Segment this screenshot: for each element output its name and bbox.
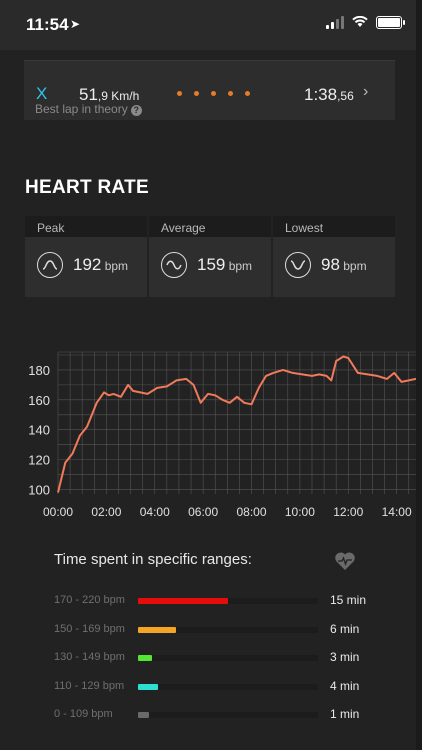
range-bar [138, 712, 149, 718]
y-tick-label: 120 [28, 453, 50, 468]
lap-progress-dots [177, 91, 250, 96]
lap-speed-decimal: ,9 [97, 89, 108, 103]
lap-time-value: 1:38 [304, 85, 338, 104]
dot [228, 91, 233, 96]
heart-rate-line [57, 355, 416, 493]
x-tick-label: 00:00 [43, 505, 73, 519]
y-axis-ticks: 100 120 140 160 180 [28, 363, 50, 498]
range-row: 130 - 149 bpm 3 min [54, 648, 374, 668]
y-tick-label: 160 [28, 393, 50, 408]
dot [177, 91, 182, 96]
range-bar [138, 626, 176, 633]
battery-icon [376, 15, 405, 29]
stat-value: 159 bpm [197, 255, 252, 275]
status-time: 11:54 [26, 15, 69, 34]
range-minutes: 4 min [330, 678, 360, 693]
lap-time: 1:38,56 [304, 85, 354, 105]
range-track [138, 598, 318, 604]
y-tick-label: 180 [28, 363, 50, 378]
stat-number: 98 [321, 255, 340, 274]
x-tick-label: 10:00 [285, 505, 315, 519]
lap-speed-value: 51 [79, 85, 98, 104]
range-minutes: 15 min [330, 593, 367, 607]
range-bar [138, 655, 152, 661]
stat-number: 159 [197, 255, 226, 274]
chevron-right-icon[interactable]: › [363, 83, 369, 100]
chart-grid [57, 351, 416, 494]
range-label: 0 - 109 bpm [54, 708, 113, 720]
stat-value: 98 bpm [321, 255, 367, 275]
range-minutes: 1 min [330, 707, 360, 721]
lap-marker: X [36, 84, 48, 103]
heart-rate-chart: 100 120 140 160 180 00:00 02:00 04:00 06:00 08:0… [28, 351, 416, 519]
section-title: HEART RATE [25, 177, 150, 198]
y-tick-label: 140 [28, 423, 50, 438]
x-tick-label: 02:00 [91, 505, 121, 519]
range-bar [138, 598, 228, 604]
range-label: 170 - 220 bpm [54, 594, 125, 606]
peak-wave-icon [37, 252, 63, 278]
stat-number: 192 [73, 255, 102, 274]
stat-card-average: Average 159 bpm [149, 216, 271, 297]
stat-unit: bpm [339, 259, 367, 273]
range-minutes: 6 min [330, 621, 360, 636]
stat-label: Lowest [273, 216, 395, 238]
range-row: 170 - 220 bpm 15 min [54, 591, 374, 611]
status-icons [326, 15, 405, 29]
range-row: 110 - 129 bpm 4 min [54, 677, 374, 697]
dot [211, 91, 216, 96]
dot [245, 91, 250, 96]
range-label: 130 - 149 bpm [54, 651, 125, 663]
x-tick-label: 04:00 [140, 505, 170, 519]
cellular-signal-icon [326, 15, 344, 29]
x-tick-label: 14:00 [382, 505, 412, 519]
dot [194, 91, 199, 96]
range-track [138, 683, 318, 690]
range-track [138, 712, 318, 718]
stat-unit: bpm [101, 259, 129, 273]
wifi-icon [352, 16, 368, 27]
best-lap-caption-text: Best lap in theory [35, 102, 128, 116]
help-icon[interactable]: ? [130, 105, 142, 116]
range-row: 150 - 169 bpm 6 min [54, 620, 374, 640]
stat-label: Peak [25, 216, 147, 238]
stat-label: Average [149, 216, 271, 238]
stat-card-peak: Peak 192 bpm [25, 216, 147, 297]
stat-card-lowest: Lowest 98 bpm [273, 216, 395, 297]
best-lap-caption: Best lap in theory? [35, 102, 142, 116]
lap-time-decimal: ,56 [337, 89, 354, 103]
x-tick-label: 12:00 [333, 505, 363, 519]
x-tick-label: 08:00 [236, 505, 266, 519]
lap-speed: 51,9 Km/h [79, 85, 139, 105]
range-label: 150 - 169 bpm [54, 622, 125, 635]
range-label: 110 - 129 bpm [54, 679, 125, 692]
stat-unit: bpm [225, 259, 253, 273]
heart-rate-icon [335, 552, 355, 570]
range-row: 0 - 109 bpm 1 min [54, 705, 374, 725]
y-tick-label: 100 [28, 483, 50, 498]
best-lap-card[interactable]: X 51,9 Km/h 1:38,56 › Best lap in theory… [24, 60, 395, 120]
x-tick-label: 06:00 [188, 505, 218, 519]
lowest-wave-icon [285, 252, 311, 278]
range-track [138, 655, 318, 661]
lap-speed-unit: Km/h [107, 89, 140, 103]
location-arrow-icon: ➤ [70, 17, 81, 31]
x-axis-ticks: 00:00 02:00 04:00 06:00 08:00 10:00 12:00 14:00 [43, 505, 412, 519]
range-minutes: 3 min [330, 650, 360, 664]
average-wave-icon [161, 252, 187, 278]
ranges-title: Time spent in specific ranges: [54, 551, 252, 568]
range-track [138, 626, 318, 633]
stat-value: 192 bpm [73, 255, 128, 275]
status-bar: 11:54 ➤ [0, 0, 416, 50]
range-bar [138, 683, 158, 690]
